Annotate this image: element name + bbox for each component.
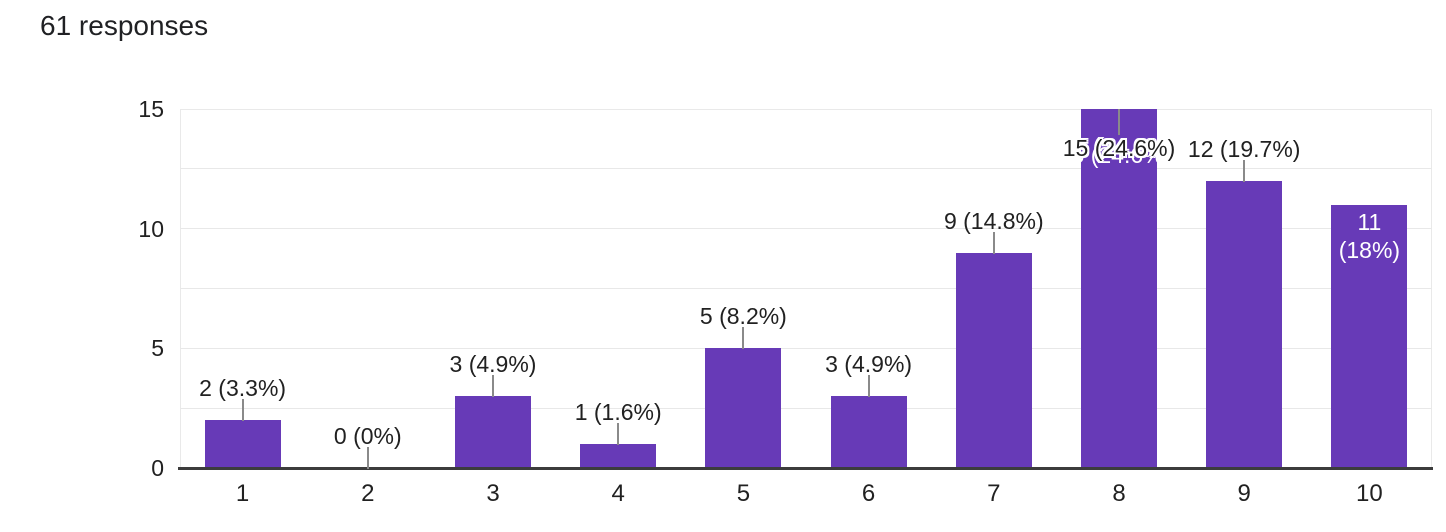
label-callout-stem [366,447,369,469]
y-axis-tick-label: 10 [138,215,164,242]
label-callout-stem [492,375,494,398]
label-callout-stem [617,423,620,446]
bar-value-label-ghost: 15 (24.6%) [1058,142,1172,168]
x-axis-tick-label: 10 [1356,480,1383,507]
bar [455,396,531,468]
x-axis-tick-label: 4 [611,480,625,507]
bar-value-label: 3 (4.9%) [825,351,913,378]
label-callout-stem [1118,109,1120,135]
bar-value-label: 1 (1.6%) [574,399,662,426]
bar-value-label-line: 11 [1357,208,1382,235]
gridline-minor [180,407,1432,409]
x-axis-tick-label: 7 [987,480,1001,507]
label-callout-stem [992,231,995,254]
y-axis-tick-label: 5 [151,335,164,362]
bar [1331,204,1408,468]
bar [955,252,1032,468]
bar-value-label: 15 (24.6%) [1062,135,1176,161]
bar [1081,109,1157,468]
bar-value-label: 12 (19.7%) [1187,135,1301,162]
bar-value-label: 9 (14.8%) [943,207,1044,234]
bar [830,396,907,468]
x-axis-tick-label: 1 [235,480,250,507]
label-callout-stem [241,399,244,422]
y-axis-tick-label: 0 [151,455,164,481]
x-axis-tick-label: 2 [361,480,375,507]
bar-value-label: 0 (0%) [333,423,402,449]
y-axis-tick-label: 15 [138,96,164,122]
responses-count: 61 responses [40,10,209,41]
bar-value-label: 11 (18%) [1339,208,1400,264]
bar [1206,180,1283,468]
label-callout-stem [1243,159,1246,182]
x-axis-tick-label: 8 [1112,480,1126,507]
x-axis-line [178,467,1433,470]
x-axis-tick-label: 9 [1237,480,1251,507]
x-axis-tick-label: 6 [861,480,876,507]
label-callout-stem [867,375,870,398]
bar-value-label: 5 (8.2%) [699,303,787,330]
label-callout-stem [742,327,745,350]
bar-value-label-line: (18%) [1338,236,1401,263]
x-axis-tick-label: 3 [486,480,500,507]
gridline-minor [180,168,1432,170]
gridline [180,347,1432,349]
gridline [180,228,1432,230]
bar [580,444,657,468]
bar-value-label: 2 (3.3%) [199,375,287,402]
bar-value-label: 3 (4.9%) [449,351,537,378]
bar [705,348,782,468]
x-axis-tick-label: 5 [736,480,751,507]
bar [204,420,281,468]
gridline-minor [180,288,1432,289]
